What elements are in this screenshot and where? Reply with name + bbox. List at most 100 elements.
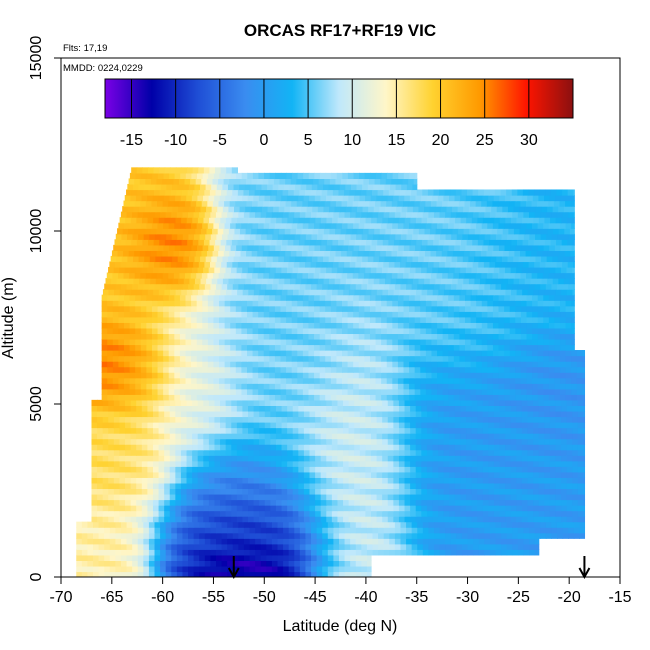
heatmap-cell <box>365 444 372 451</box>
heatmap-cell <box>515 361 522 368</box>
heatmap-cell <box>549 421 557 429</box>
heatmap-cell <box>369 338 377 346</box>
heatmap-cell <box>208 399 216 406</box>
heatmap-cell <box>315 405 322 412</box>
heatmap-cell <box>191 350 198 357</box>
heatmap-cell <box>439 549 446 556</box>
heatmap-cell <box>466 433 473 440</box>
heatmap-cell <box>112 316 120 323</box>
heatmap-cell <box>576 388 583 395</box>
heatmap-cell <box>410 455 417 462</box>
heatmap-cell <box>192 499 199 506</box>
heatmap-cell <box>410 410 417 418</box>
heatmap-cell <box>544 427 551 434</box>
heatmap-cell <box>120 527 128 534</box>
heatmap-cell <box>359 455 366 462</box>
heatmap-cell <box>392 383 399 390</box>
heatmap-cell <box>191 305 198 312</box>
heatmap-cell <box>544 516 551 523</box>
heatmap-cell <box>489 532 497 539</box>
heatmap-cell <box>420 355 427 362</box>
heatmap-cell <box>112 300 120 307</box>
heatmap-cell <box>403 372 410 379</box>
heatmap-cell <box>108 289 115 296</box>
heatmap-cell <box>299 565 307 573</box>
heatmap-cell <box>431 322 438 329</box>
heatmap-cell <box>108 466 115 473</box>
heatmap-cell <box>207 272 214 279</box>
heatmap-cell <box>270 516 277 523</box>
heatmap-cell <box>147 499 154 506</box>
heatmap-cell <box>140 294 147 301</box>
heatmap-cell <box>404 505 411 512</box>
heatmap-cell <box>196 294 203 301</box>
heatmap-cell <box>274 272 281 279</box>
heatmap-cell <box>202 383 209 390</box>
heatmap-cell <box>112 355 120 362</box>
heatmap-cell <box>527 405 534 412</box>
heatmap-cell <box>125 460 132 467</box>
heatmap-cell <box>373 278 381 285</box>
heatmap-cell <box>442 377 449 384</box>
heatmap-cell <box>196 300 203 307</box>
heatmap-cell <box>487 333 494 340</box>
heatmap-cell <box>125 289 132 296</box>
heatmap-cell <box>158 421 165 429</box>
heatmap-cell <box>280 338 287 346</box>
heatmap-cell <box>147 466 154 473</box>
heatmap-cell <box>171 543 178 550</box>
heatmap-cell <box>93 521 100 528</box>
heatmap-cell <box>252 305 259 312</box>
heatmap-cell <box>87 571 94 577</box>
heatmap-cell <box>204 560 212 567</box>
heatmap-cell <box>330 372 338 379</box>
heatmap-cell <box>504 388 511 395</box>
heatmap-cell <box>157 394 164 401</box>
heatmap-cell <box>305 521 312 528</box>
heatmap-cell <box>113 438 121 445</box>
heatmap-cell <box>351 278 358 285</box>
heatmap-cell <box>548 327 556 335</box>
heatmap-cell <box>505 438 512 445</box>
heatmap-cell <box>375 311 382 318</box>
heatmap-cell <box>308 338 315 346</box>
heatmap-cell <box>526 377 533 384</box>
heatmap-cell <box>353 377 360 384</box>
heatmap-cell <box>286 300 293 307</box>
heatmap-cell <box>492 305 500 312</box>
heatmap-cell <box>515 322 522 329</box>
heatmap-cell <box>225 433 232 440</box>
heatmap-cell <box>561 427 568 434</box>
heatmap-cell <box>151 250 158 257</box>
heatmap-cell <box>354 438 361 445</box>
heatmap-cell <box>363 272 371 279</box>
heatmap-cell <box>348 482 355 490</box>
heatmap-cell <box>495 261 502 268</box>
heatmap-cell <box>488 493 495 501</box>
heatmap-cell <box>409 350 416 357</box>
heatmap-cell <box>298 421 305 429</box>
heatmap-cell <box>439 261 446 268</box>
heatmap-cell <box>437 311 444 318</box>
heatmap-cell <box>219 344 226 351</box>
heatmap-cell <box>561 488 568 495</box>
heatmap-cell <box>338 538 346 545</box>
heatmap-cell <box>378 283 385 290</box>
heatmap-cell <box>117 272 125 279</box>
heatmap-cell <box>544 399 551 406</box>
heatmap-cell <box>370 421 378 429</box>
heatmap-cell <box>342 333 349 340</box>
heatmap-cell <box>493 410 501 418</box>
heatmap-cell <box>436 250 443 257</box>
heatmap-cell <box>355 527 362 534</box>
heatmap-cell <box>314 311 321 318</box>
heatmap-cell <box>141 416 148 423</box>
heatmap-cell <box>460 416 467 423</box>
heatmap-cell <box>394 538 402 545</box>
heatmap-cell <box>249 261 256 268</box>
heatmap-cell <box>499 488 506 495</box>
heatmap-cell <box>188 538 195 545</box>
heatmap-cell <box>252 294 259 301</box>
heatmap-cell <box>320 482 327 490</box>
heatmap-cell <box>107 311 114 318</box>
